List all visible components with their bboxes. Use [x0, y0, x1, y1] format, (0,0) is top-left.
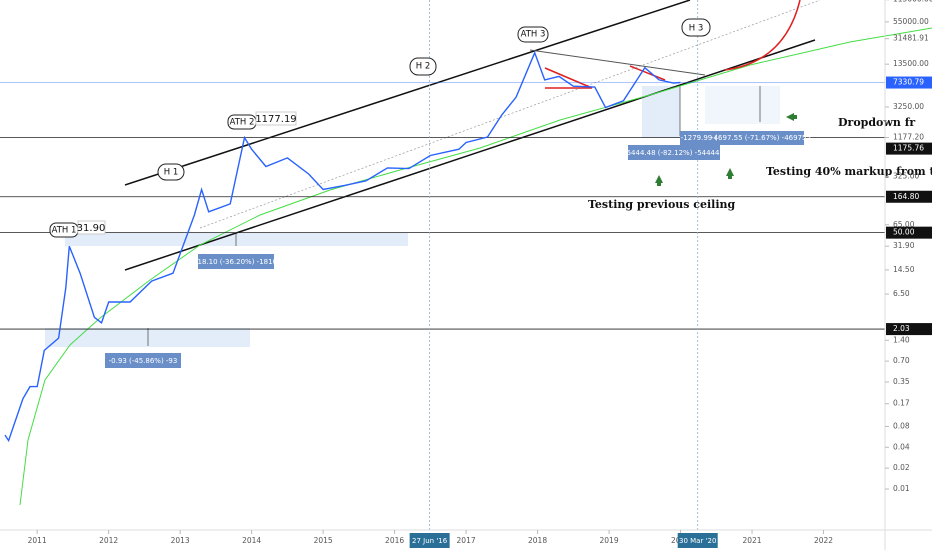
- measure-label: [198, 254, 274, 269]
- callout-text: ATH 2: [230, 118, 255, 128]
- x-tick-label: 2013: [171, 536, 190, 545]
- price-line: [4, 50, 681, 443]
- callout-text: 31.90: [77, 223, 106, 234]
- measure-box: [705, 86, 780, 124]
- callout: [255, 111, 297, 126]
- x-tick-label: 2015: [314, 536, 333, 545]
- projection-curve: [724, 0, 801, 71]
- arrow-up: [655, 175, 663, 186]
- y-tick-label: 55000.00: [893, 17, 929, 26]
- x-tick-label: 2011: [28, 536, 47, 545]
- measure-box: [642, 86, 680, 138]
- y-tick-label: 0.35: [893, 377, 910, 386]
- callout-text: H 3: [689, 24, 704, 34]
- measure-label: [718, 131, 804, 145]
- note: Testing 40% markup from t: [766, 165, 932, 178]
- level-tag: [886, 142, 932, 155]
- y-tick-label: 1177.20: [893, 133, 924, 142]
- x-tick-label: 2019: [600, 536, 619, 545]
- triangle: [544, 67, 593, 89]
- arrow-up: [726, 168, 734, 179]
- callout-text: ATH 3: [521, 30, 546, 40]
- date-tag: [409, 533, 450, 548]
- callout-text: H 2: [416, 62, 431, 72]
- level-label: 2.03: [893, 324, 910, 333]
- x-tick-label: 2014: [242, 536, 261, 545]
- measure-text: -4697.55 (-71.67%) -469755: [711, 134, 811, 142]
- y-tick-label: 325.00: [893, 171, 919, 180]
- note: Dropdown fr: [838, 116, 915, 129]
- level-tag: [886, 323, 932, 336]
- arrow-left: [786, 113, 797, 121]
- measure-text: -18.10 (-36.20%) -1810: [195, 258, 277, 266]
- x-tick-label: 2012: [99, 536, 118, 545]
- measure-box: [65, 233, 408, 246]
- plot: [0, 0, 885, 530]
- callout: [517, 26, 549, 43]
- x-tick-label: 2017: [457, 536, 476, 545]
- x-tick-label: 2016: [385, 536, 404, 545]
- callout: [409, 57, 437, 76]
- date-label: 27 Jun '16: [412, 537, 448, 545]
- y-tick-label: 13500.00: [893, 59, 929, 68]
- y-tick-label: 31.90: [893, 241, 915, 250]
- regression-curve: [19, 27, 932, 506]
- date-label: 30 Mar '20: [679, 537, 716, 545]
- callout: [77, 220, 106, 235]
- y-tick-label: 0.01: [893, 484, 910, 493]
- y-tick-label: 1.40: [893, 335, 910, 344]
- last-price-label: 7330.79: [893, 78, 924, 87]
- channel-upper: [124, 0, 691, 186]
- callout: [681, 18, 711, 37]
- callout-text: ATH 1: [52, 226, 77, 236]
- measure-text: -0.93 (-45.86%) -93: [109, 357, 178, 365]
- level-tag: [886, 226, 932, 239]
- y-tick-label: 0.02: [893, 463, 910, 472]
- y-tick-label: 6.50: [893, 289, 910, 298]
- date-tag: [677, 533, 718, 548]
- annotations: ATH 1 31.90 ATH 2 1177.19 ATH 3 H 1 H 2 …: [49, 18, 932, 368]
- y-tick-label: 3250.00: [893, 102, 924, 111]
- measure-label: [680, 131, 718, 145]
- x-tick-label: 2021: [742, 536, 761, 545]
- callout: [157, 163, 185, 181]
- callout-text: H 1: [164, 168, 179, 178]
- drawings: [19, 0, 932, 506]
- trend-line: [529, 49, 706, 76]
- x-tick-label: 2018: [528, 536, 547, 545]
- y-tick-label: 115000.00: [893, 0, 932, 4]
- y-tick-label: 14.50: [893, 265, 915, 274]
- measure-label: [628, 145, 720, 160]
- y-tick-label: 0.70: [893, 356, 910, 365]
- measure-text: -1279.99 (: [681, 134, 718, 142]
- y-tick-label: 65.00: [893, 220, 915, 229]
- last-price-tag: [886, 76, 932, 89]
- y-tick-label: 0.17: [893, 399, 910, 408]
- y-tick-label: 0.04: [893, 442, 910, 451]
- channel-lower: [124, 39, 816, 271]
- level-tag: [886, 190, 932, 203]
- y-tick-label: 0.08: [893, 421, 910, 430]
- measure-text: -5444.48 (-82.12%) -544448: [624, 149, 724, 157]
- measure-box: [45, 328, 250, 347]
- level-label: 50.00: [893, 228, 915, 237]
- triangle: [629, 65, 666, 81]
- callout-text: 1177.19: [255, 114, 296, 125]
- note: Testing previous ceiling: [588, 198, 736, 211]
- level-label: 164.80: [893, 192, 919, 201]
- x-tick-label: 2022: [814, 536, 833, 545]
- level-label: 1175.76: [893, 144, 924, 153]
- y-tick-label: 31481.91: [893, 34, 929, 43]
- measure-label: [105, 353, 181, 368]
